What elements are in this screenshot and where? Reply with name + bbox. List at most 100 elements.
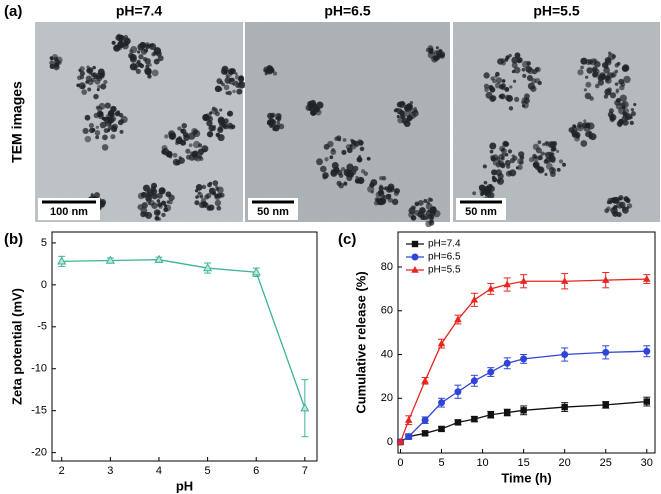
particle	[609, 117, 615, 123]
x-axis-title: Time (h)	[501, 470, 551, 485]
particle	[509, 169, 517, 177]
particle	[182, 131, 189, 138]
particle	[129, 55, 137, 63]
particle	[535, 147, 542, 154]
y-tick-label: -10	[31, 363, 47, 375]
particle	[425, 220, 432, 228]
particle	[427, 197, 432, 202]
particle	[622, 206, 629, 214]
marker	[470, 295, 479, 303]
particle	[95, 135, 100, 140]
particle	[427, 45, 434, 52]
particle	[484, 87, 489, 93]
particle	[157, 55, 164, 62]
particle	[544, 172, 548, 176]
particle	[224, 76, 232, 84]
particle	[144, 211, 153, 219]
particle	[622, 64, 630, 72]
particle	[200, 198, 206, 204]
particle	[578, 125, 582, 129]
particle	[512, 155, 518, 161]
particle	[531, 78, 537, 84]
particle	[584, 92, 592, 100]
particle	[616, 120, 623, 127]
particle	[192, 150, 199, 157]
particle	[238, 75, 245, 81]
particle	[76, 83, 80, 88]
particle	[622, 120, 628, 126]
particle	[94, 130, 101, 136]
particle	[236, 88, 243, 95]
particle	[543, 159, 549, 164]
particle	[356, 156, 363, 163]
particle	[592, 72, 598, 78]
particle	[102, 134, 108, 141]
particle	[580, 140, 588, 147]
particle	[136, 50, 141, 54]
marker	[438, 399, 446, 407]
particle	[580, 65, 584, 70]
y-tick-label: 40	[381, 348, 393, 360]
particle	[415, 202, 419, 207]
particle	[521, 67, 526, 72]
particle	[168, 155, 173, 159]
particle	[597, 73, 605, 82]
particle	[393, 108, 398, 113]
particle	[80, 84, 86, 90]
particle	[417, 200, 424, 206]
marker	[454, 419, 462, 426]
particle	[515, 166, 519, 170]
particle	[192, 155, 199, 161]
particle	[98, 102, 106, 110]
particle	[164, 134, 169, 139]
particle	[629, 120, 634, 125]
particle	[528, 157, 534, 163]
y-tick-label: -5	[37, 321, 47, 333]
marker	[643, 275, 651, 282]
particle	[514, 52, 521, 59]
particle	[562, 162, 566, 167]
particle	[89, 127, 95, 134]
legend-label: pH=6.5	[428, 252, 461, 263]
particle	[571, 124, 577, 129]
marker	[105, 255, 115, 264]
particle	[589, 133, 597, 141]
particle	[501, 79, 506, 83]
particle	[496, 178, 502, 183]
particle	[425, 216, 429, 220]
particle	[223, 84, 230, 91]
particle	[222, 69, 228, 75]
particle	[495, 162, 501, 168]
particle	[160, 200, 166, 206]
particle	[239, 81, 246, 89]
particle	[153, 209, 161, 217]
particle	[147, 74, 152, 79]
y-tick-label: 0	[387, 436, 393, 448]
particle	[93, 93, 99, 100]
particle	[586, 67, 593, 74]
particle	[179, 139, 184, 143]
particle	[316, 158, 323, 166]
particle	[550, 147, 555, 152]
particle	[583, 119, 587, 123]
particle	[234, 80, 239, 84]
particle	[202, 114, 210, 122]
particle	[433, 55, 439, 61]
particle	[504, 94, 511, 101]
particle	[495, 71, 500, 77]
particle	[412, 205, 416, 210]
particle	[530, 85, 537, 92]
particle	[212, 180, 219, 186]
particle	[607, 111, 614, 118]
particle	[227, 112, 231, 116]
particle	[391, 198, 399, 206]
particle	[611, 54, 617, 59]
scale-bar-label: 50 nm	[465, 206, 497, 218]
particle	[156, 192, 163, 199]
particle	[508, 53, 512, 58]
tem-images: pH=7.4 100 nm pH=6.5 50 nm pH=5.5 50 nm	[35, 3, 660, 228]
particle	[603, 66, 610, 74]
particle	[396, 101, 403, 108]
particle	[172, 152, 178, 158]
